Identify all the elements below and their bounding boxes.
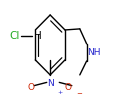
Text: O: O	[64, 83, 71, 92]
Text: N: N	[46, 79, 53, 88]
Text: Cl: Cl	[9, 31, 19, 41]
Text: NH: NH	[86, 48, 99, 57]
Text: −: −	[76, 91, 82, 97]
Text: O: O	[27, 83, 34, 92]
Text: H: H	[34, 31, 42, 41]
Text: +: +	[56, 90, 62, 94]
